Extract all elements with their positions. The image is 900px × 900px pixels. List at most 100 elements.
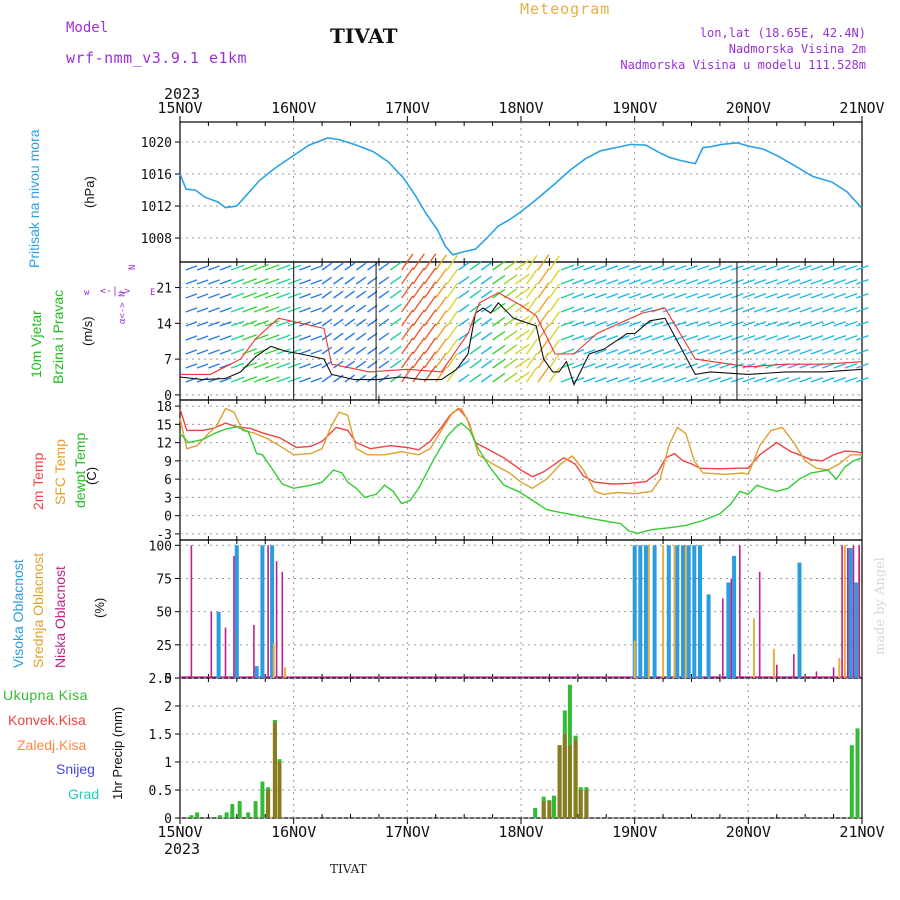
xtick-label-bottom: 18NOV [498,823,543,841]
wind-arrow [719,334,733,341]
wind-arrow [480,275,493,285]
wind-arrow [765,264,778,271]
cloud-bar [847,548,849,678]
wind-arrow [401,351,414,369]
pressure-line [179,137,863,256]
wind-arrow [776,306,790,313]
wind-arrow [458,346,470,355]
wind-arrow [196,307,209,313]
wind-arrow [276,376,291,383]
wind-arrow [583,377,596,383]
wind-arrow [685,292,699,299]
temp-line [179,407,863,485]
wind-arrow [674,292,687,299]
wind-arrow [844,348,858,355]
wind-arrow [469,345,482,355]
wind-arrow [799,278,812,285]
temp-line [179,422,863,535]
wind-arrow [606,377,619,383]
wind-arrow [810,376,824,383]
wind-arrow [401,309,414,327]
wind-arrow [378,276,390,285]
cloud-bar [233,555,235,678]
wind-arrow [265,306,280,313]
wind-arrow [219,335,232,341]
cloud-bar [234,545,239,678]
wind-arrow [674,278,687,285]
xtick-label-bottom: 17NOV [385,823,430,841]
ytick-label: 18 [156,400,172,415]
wind-arrow [503,316,518,327]
wind-arrow [833,348,847,355]
wind-arrow [321,304,333,313]
wind-arrow [594,265,607,271]
wind-arrow [389,373,402,383]
wind-arrow [265,376,280,383]
wind-arrow [844,320,858,327]
wind-arrow [628,279,642,285]
wind-arrow [651,335,664,341]
wind-arrow [299,265,312,271]
wind-arrow [833,334,847,341]
wind-arrow [537,324,550,341]
ytick-label: 1012 [141,200,172,215]
wind-arrow [276,292,291,299]
wind-arrow [401,253,414,271]
wind-arrow [810,292,824,299]
wind-arrow [208,363,220,369]
wind-arrow [423,295,437,313]
wind-arrow [435,310,448,327]
wind-arrow [230,278,245,285]
wind-arrow [333,360,344,369]
wind-arrow [389,331,402,341]
wind-arrow [640,265,653,271]
wind-arrow [480,345,493,355]
wind-arrow [833,264,847,271]
ytick-label: -3 [156,528,172,543]
wind-arrow [287,264,302,271]
wind-arrow [310,265,323,271]
wind-arrow [446,268,459,285]
wind-arrow [685,348,699,355]
wind-arrow [355,346,367,355]
precip-bar [849,745,854,818]
wind-arrow [503,344,518,355]
cloud-bar [253,624,255,678]
wind-arrow [435,268,448,285]
cloud-bar [706,594,711,678]
cloud-bar [776,664,778,678]
wind-arrow [594,307,607,313]
wind-arrow [651,265,664,271]
wind-arrow [833,292,847,299]
wind-arrow [469,289,482,299]
xtick-label-top: 17NOV [385,99,430,117]
wind-arrow [571,363,585,369]
wind-arrow [492,358,506,369]
precip-bar [533,807,538,818]
wind-arrow [435,254,448,271]
model-altitude-text: Nadmorska Visina u modelu 111.528m [620,58,866,72]
wind-arrow [310,363,323,369]
wind-arrow [287,320,302,327]
ytick-label: 12 [156,437,172,452]
wind-arrow [742,320,756,327]
wind-arrow [389,303,402,313]
wind-arrow [628,265,642,271]
wind-arrow [787,264,801,271]
wind-arrow [423,309,437,327]
cloud-bar [647,545,650,678]
wind-arrow [321,290,333,299]
wind-arrow [799,264,812,271]
wind-arrow [446,254,459,271]
wind-arrow [514,371,530,383]
cloud-bar [675,545,680,678]
wind-arrow [219,321,232,327]
wind-arrow [651,363,664,369]
wind-arrow [423,323,437,341]
wind-arrow [310,293,323,299]
cloud-bar [284,667,287,678]
wind-arrow [469,275,482,285]
wind-arrow [696,348,710,355]
wind-arrow [378,332,390,341]
wind-arrow [299,377,312,383]
